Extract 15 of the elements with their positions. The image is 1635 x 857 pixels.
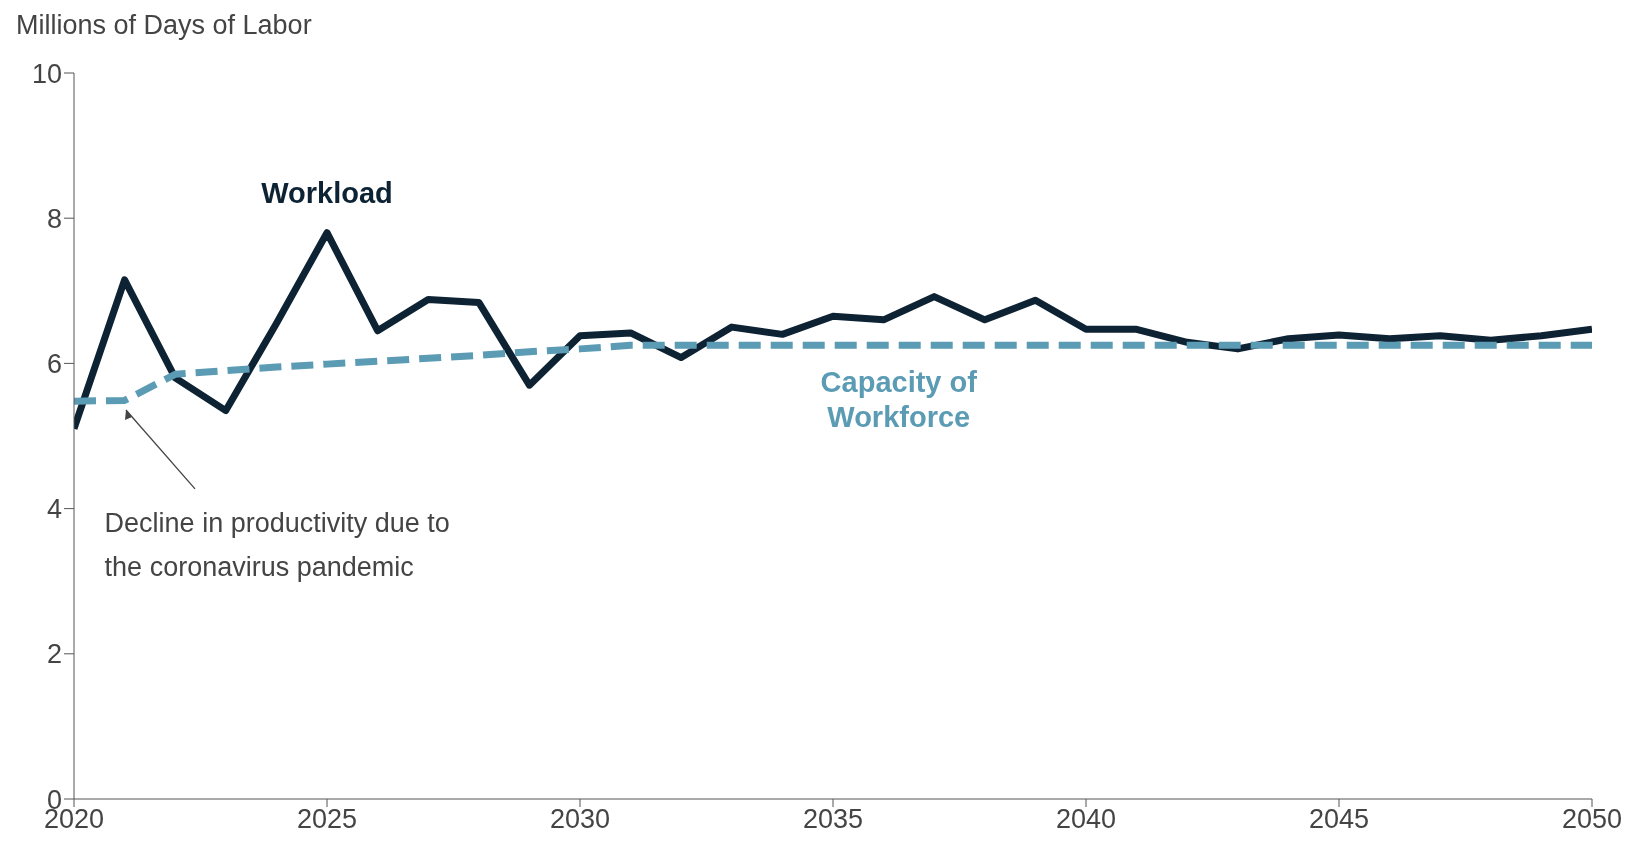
x-tick-label: 2025 [296, 804, 358, 835]
y-tick-label: 2 [46, 639, 62, 670]
x-tick-label: 2030 [549, 804, 611, 835]
y-tick-label: 4 [46, 494, 62, 525]
series-label: Workload [260, 176, 394, 212]
y-tick-label: 8 [46, 203, 62, 234]
x-tick-label: 2050 [1561, 804, 1623, 835]
x-tick-label: 2040 [1055, 804, 1117, 835]
x-tick-label: 2045 [1308, 804, 1370, 835]
series-label: Capacity of Workforce [819, 365, 978, 436]
x-tick-label: 2035 [802, 804, 864, 835]
y-axis-title: Millions of Days of Labor [16, 10, 312, 41]
y-tick-label: 10 [31, 58, 62, 89]
annotation: Decline in productivity due to the coronavirus pandemic [104, 507, 451, 585]
y-tick-label: 6 [46, 348, 62, 379]
